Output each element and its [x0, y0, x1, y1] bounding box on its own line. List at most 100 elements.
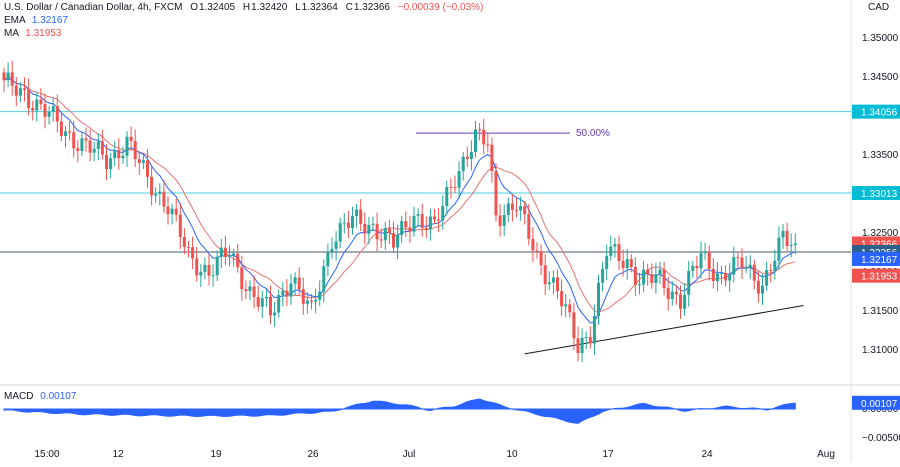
candle-body — [51, 106, 55, 112]
candle-body — [400, 221, 404, 236]
macd-badge-label: 0.00107 — [861, 399, 898, 410]
candle-body — [133, 141, 137, 160]
candle-body — [10, 72, 14, 86]
candle-body — [113, 150, 117, 159]
candle-body — [441, 206, 445, 221]
candle-body — [129, 136, 133, 142]
candle-body — [605, 255, 609, 269]
candle-body — [547, 282, 551, 285]
y-tick-label: 1.35000 — [862, 33, 899, 44]
candle-body — [371, 223, 375, 225]
macd-area — [3, 398, 796, 424]
y-tick-label: 1.31500 — [862, 306, 899, 317]
candle-body — [84, 138, 88, 141]
candle-body — [621, 260, 625, 269]
ma-value: 1.31953 — [25, 28, 62, 39]
candle-body — [305, 300, 309, 304]
candle-body — [728, 274, 732, 281]
candle-body — [646, 269, 650, 275]
candle-body — [449, 186, 453, 188]
symbol-title: U.S. Dollar / Canadian Dollar, 4h, FXCM — [4, 2, 182, 13]
trendline[interactable] — [524, 305, 804, 355]
candle-body — [617, 244, 621, 261]
candle-body — [560, 291, 564, 307]
candle-body — [474, 129, 477, 153]
candle-body — [494, 171, 498, 216]
candle-body — [219, 247, 223, 257]
x-tick-label: 12 — [112, 449, 124, 460]
candle-body — [551, 277, 555, 283]
price-badge — [852, 251, 900, 266]
candle-body — [355, 209, 359, 217]
candle-body — [215, 256, 219, 276]
fib-retracement[interactable]: 50.00% — [416, 128, 610, 139]
price-badge — [852, 185, 900, 200]
x-tick-label: 26 — [307, 449, 319, 460]
candle-body — [252, 286, 256, 297]
candle-body — [453, 187, 457, 189]
candle-body — [732, 257, 736, 275]
candle-body — [761, 285, 764, 294]
candle-body — [383, 228, 387, 241]
candle-body — [182, 237, 186, 247]
candle-body — [88, 140, 92, 153]
candle-body — [773, 260, 777, 271]
candle-body — [39, 99, 43, 105]
candle-body — [141, 160, 145, 164]
candle-body — [437, 219, 441, 221]
candle-body — [564, 304, 568, 307]
candle-body — [609, 246, 613, 256]
candle-body — [707, 251, 711, 269]
candle-body — [260, 298, 264, 307]
candle-body — [789, 244, 793, 247]
candle-body — [223, 247, 227, 257]
candle-body — [658, 269, 662, 275]
candle-body — [777, 237, 781, 261]
candle-body — [330, 248, 334, 252]
candle-body — [691, 265, 695, 271]
candle-body — [35, 99, 39, 111]
price-badge-label: 1.32366 — [861, 239, 898, 250]
candle-body — [601, 268, 605, 283]
price-badge-label: 1.33013 — [861, 189, 898, 200]
candle-body — [64, 131, 67, 136]
change-value: −0.00039 (−0.03%) — [398, 2, 484, 13]
price-badge-label: 1.32167 — [861, 255, 898, 266]
candle-body — [236, 253, 240, 268]
candle-body — [23, 88, 26, 90]
candle-body — [289, 283, 293, 297]
candle-body — [498, 215, 502, 226]
time-axis[interactable]: 15:00 12 19 26 Jul 10 17 24 Aug — [34, 449, 834, 460]
candle-body — [535, 250, 539, 252]
trendline-segment[interactable] — [524, 305, 804, 355]
candle-body — [556, 277, 559, 292]
candle-body — [277, 295, 281, 313]
candle-body — [531, 238, 535, 251]
candle-body — [478, 129, 482, 131]
candle-body — [334, 241, 338, 249]
candle-body — [387, 228, 391, 234]
candle-body — [346, 222, 350, 228]
x-tick-label: 15:00 — [34, 449, 59, 460]
candle-body — [720, 272, 723, 274]
candle-body — [326, 251, 330, 267]
y-tick-label: 1.34500 — [862, 72, 899, 83]
y-tick-label: 1.32500 — [862, 228, 899, 239]
legend[interactable]: U.S. Dollar / Canadian Dollar, 4h, FXCM … — [4, 2, 483, 39]
candle-body — [342, 222, 346, 224]
candle-body — [314, 299, 318, 302]
candle-body — [781, 230, 785, 238]
candle-body — [510, 203, 514, 210]
candle-body — [68, 131, 72, 133]
candle-body — [711, 268, 715, 282]
candle-body — [650, 274, 654, 283]
candle-body — [379, 239, 383, 241]
candle-body — [580, 337, 584, 353]
candle-body — [203, 264, 207, 272]
candle-body — [412, 215, 416, 232]
candle-body — [392, 233, 395, 248]
candle-body — [703, 251, 707, 254]
candle-body — [674, 291, 678, 295]
